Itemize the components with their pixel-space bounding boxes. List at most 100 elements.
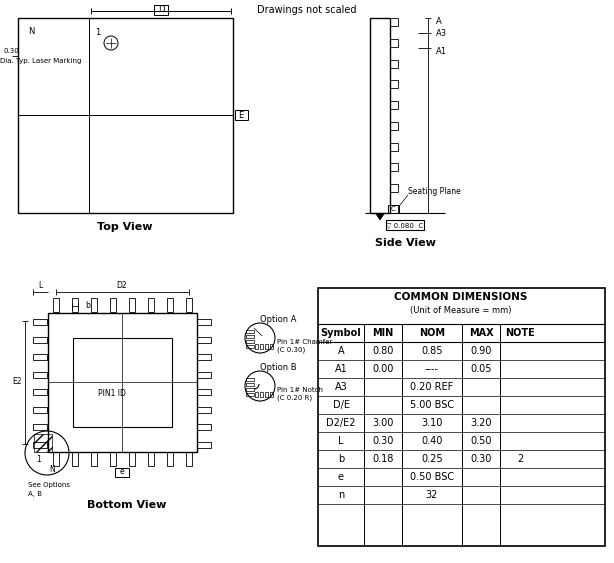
Text: 3.00: 3.00 <box>372 418 394 428</box>
Text: E2: E2 <box>12 378 21 387</box>
Bar <box>33 425 47 431</box>
Text: Top View: Top View <box>97 222 153 232</box>
Bar <box>197 319 211 325</box>
Text: Dia. Typ. Laser Marking: Dia. Typ. Laser Marking <box>0 58 82 64</box>
Text: 0.20 REF: 0.20 REF <box>410 382 454 392</box>
Text: A, B: A, B <box>28 491 42 497</box>
Bar <box>129 298 135 312</box>
Text: 0.25: 0.25 <box>421 454 443 464</box>
Bar <box>91 298 97 312</box>
Text: 0.90: 0.90 <box>470 346 492 356</box>
Bar <box>33 372 47 378</box>
Bar <box>270 392 273 397</box>
Bar <box>246 345 254 348</box>
Text: 0.50: 0.50 <box>470 436 492 446</box>
Text: A3: A3 <box>335 382 348 392</box>
Text: ----: ---- <box>425 364 439 374</box>
Bar <box>255 344 258 349</box>
Bar <box>390 205 398 213</box>
Text: (C 0.30): (C 0.30) <box>277 347 305 353</box>
Bar <box>18 18 233 213</box>
Bar <box>110 452 116 466</box>
Bar <box>260 392 263 397</box>
Text: 3.10: 3.10 <box>421 418 443 428</box>
Bar <box>53 452 59 466</box>
Bar <box>197 389 211 395</box>
Text: MAX: MAX <box>468 328 493 338</box>
Text: e: e <box>338 472 344 482</box>
Bar <box>186 298 192 312</box>
Text: C: C <box>391 206 395 212</box>
Text: Pin 1# Chamfer: Pin 1# Chamfer <box>277 339 332 345</box>
Bar <box>148 298 154 312</box>
Bar <box>390 184 398 192</box>
Text: E: E <box>238 110 244 119</box>
Bar <box>33 319 47 325</box>
Bar <box>197 372 211 378</box>
Text: b: b <box>338 454 344 464</box>
Text: b: b <box>85 302 90 311</box>
Text: Symbol: Symbol <box>321 328 362 338</box>
Text: Side View: Side View <box>375 238 435 248</box>
Bar <box>390 101 398 109</box>
Bar <box>260 344 263 349</box>
Bar <box>197 337 211 342</box>
Text: (C 0.20 R): (C 0.20 R) <box>277 395 312 401</box>
Bar <box>246 340 254 343</box>
Text: Bottom View: Bottom View <box>87 500 166 510</box>
Bar <box>33 442 47 448</box>
Bar <box>390 163 398 172</box>
Text: 0.80: 0.80 <box>372 346 394 356</box>
Bar <box>167 452 173 466</box>
Bar <box>246 393 254 396</box>
Bar <box>197 354 211 360</box>
Text: 0.30: 0.30 <box>372 436 394 446</box>
Text: Option B: Option B <box>260 364 297 373</box>
Text: Seating Plane: Seating Plane <box>408 186 460 195</box>
Bar <box>34 434 52 452</box>
Text: 3.20: 3.20 <box>470 418 492 428</box>
Text: 1: 1 <box>37 455 41 464</box>
Bar <box>33 354 47 360</box>
Polygon shape <box>376 214 384 220</box>
Text: COMMON DIMENSIONS: COMMON DIMENSIONS <box>394 292 527 302</box>
Text: A3: A3 <box>436 29 447 38</box>
Text: 0.30: 0.30 <box>470 454 492 464</box>
Text: n: n <box>338 490 344 500</box>
Bar <box>246 378 254 381</box>
Bar <box>390 60 398 68</box>
Bar <box>33 389 47 395</box>
Bar <box>73 338 172 427</box>
Bar <box>115 468 129 477</box>
Bar <box>390 18 398 26</box>
Text: MIN: MIN <box>372 328 394 338</box>
Bar <box>48 313 197 452</box>
Bar <box>197 425 211 431</box>
Text: Option A: Option A <box>260 315 297 324</box>
Bar <box>197 407 211 413</box>
Bar <box>197 442 211 448</box>
Text: 0.40: 0.40 <box>421 436 443 446</box>
Bar <box>53 298 59 312</box>
Text: N: N <box>49 464 55 473</box>
Bar <box>154 5 168 15</box>
Text: ▽ 0.080  C: ▽ 0.080 C <box>386 222 424 228</box>
Bar <box>186 452 192 466</box>
Text: Pin 1# Notch: Pin 1# Notch <box>277 387 323 393</box>
Bar <box>265 392 268 397</box>
Text: 0.18: 0.18 <box>372 454 394 464</box>
Bar <box>110 298 116 312</box>
Text: D2/E2: D2/E2 <box>326 418 356 428</box>
Text: A: A <box>338 346 344 356</box>
Bar <box>148 452 154 466</box>
Bar <box>318 288 605 546</box>
Bar <box>265 344 268 349</box>
Bar <box>246 330 254 333</box>
Text: 1: 1 <box>95 28 100 37</box>
Text: 2: 2 <box>517 454 523 464</box>
Text: NOM: NOM <box>419 328 445 338</box>
Text: D2: D2 <box>117 282 127 291</box>
Bar <box>255 392 258 397</box>
Text: Drawings not scaled: Drawings not scaled <box>257 5 357 15</box>
Bar <box>91 452 97 466</box>
